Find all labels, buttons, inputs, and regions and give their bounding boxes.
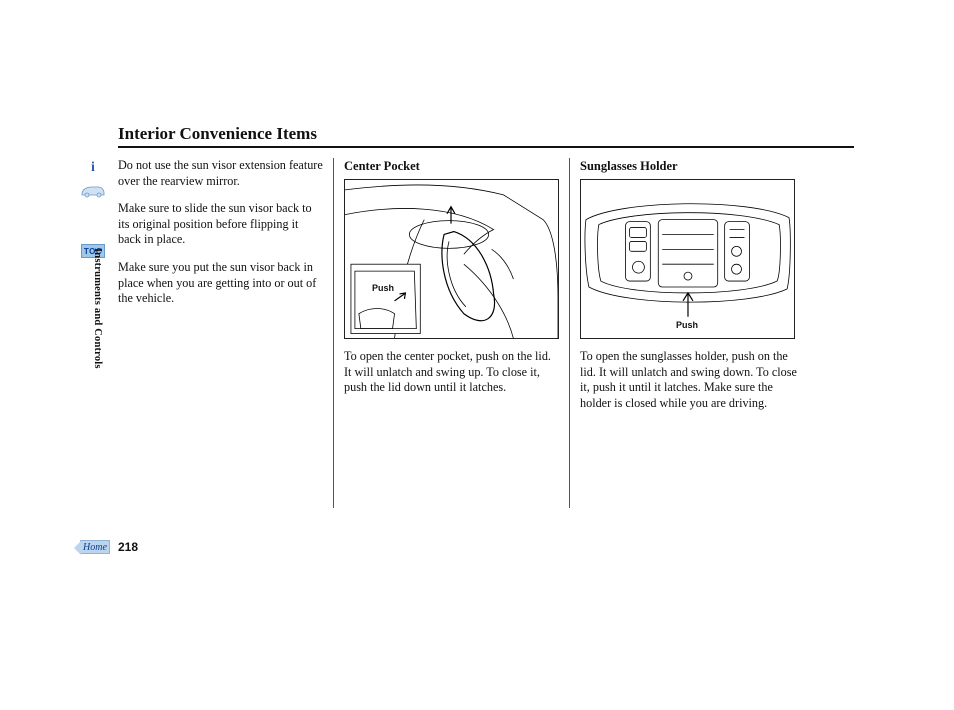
home-button[interactable]: Home <box>80 540 110 554</box>
content-columns: Do not use the sun visor extension featu… <box>118 158 854 508</box>
page-title: Interior Convenience Items <box>118 124 854 148</box>
subheading-center-pocket: Center Pocket <box>344 158 559 174</box>
paragraph: Make sure to slide the sun visor back to… <box>118 201 323 248</box>
info-icon[interactable]: i <box>87 160 99 176</box>
section-tab-label: Instruments and Controls <box>92 248 103 369</box>
paragraph: Do not use the sun visor extension featu… <box>118 158 323 189</box>
figure-label-push: Push <box>370 283 396 295</box>
caption-center-pocket: To open the center pocket, push on the l… <box>344 349 559 396</box>
page-number: 218 <box>118 540 138 554</box>
subheading-sunglasses-holder: Sunglasses Holder <box>580 158 805 174</box>
figure-sunglasses-holder: Push <box>580 179 795 339</box>
figure-label-push: Push <box>676 320 698 332</box>
column-center-pocket: Center Pocket <box>334 158 569 408</box>
home-button-label: Home <box>83 542 107 553</box>
car-icon[interactable] <box>80 184 106 198</box>
figure-center-pocket: Push <box>344 179 559 339</box>
paragraph: Make sure you put the sun visor back in … <box>118 260 323 307</box>
manual-page: Interior Convenience Items Do not use th… <box>0 0 954 710</box>
sidebar-nav: i TOC <box>80 160 106 258</box>
illustration-sunglasses-holder <box>581 180 794 339</box>
illustration-center-pocket <box>345 180 558 339</box>
page-footer: Home 218 <box>80 540 138 554</box>
caption-sunglasses-holder: To open the sunglasses holder, push on t… <box>580 349 805 411</box>
column-sunglasses-holder: Sunglasses Holder <box>570 158 805 423</box>
column-sun-visor: Do not use the sun visor extension featu… <box>118 158 333 319</box>
chevron-left-icon <box>74 541 81 555</box>
